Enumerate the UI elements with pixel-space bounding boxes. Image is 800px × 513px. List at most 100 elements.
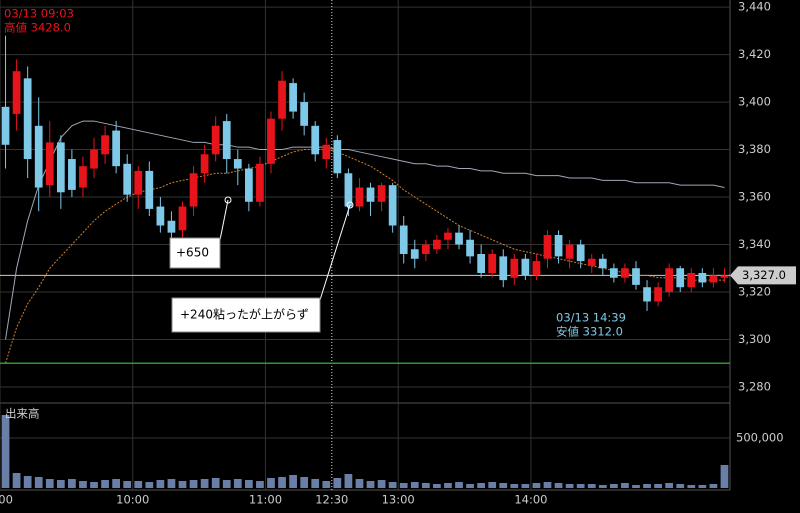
grid xyxy=(0,0,730,490)
candle-body xyxy=(421,244,430,255)
candle-body xyxy=(355,187,364,207)
volume-bar xyxy=(654,484,662,488)
candle-body xyxy=(256,163,264,202)
candle-body xyxy=(278,80,286,119)
volume-bar xyxy=(576,484,585,488)
volume-bar xyxy=(609,484,618,488)
candle-body xyxy=(587,258,596,266)
candle-body xyxy=(444,232,452,240)
y-tick-label: 3,300 xyxy=(738,332,771,346)
volume-bar xyxy=(676,484,685,488)
note-pointer xyxy=(319,204,351,301)
high-note: 高値 3428.0 xyxy=(4,21,71,35)
x-tick-label: 13:00 xyxy=(382,493,415,507)
volume-bar xyxy=(510,484,519,488)
candle-body xyxy=(643,287,651,302)
volume-bar xyxy=(488,482,497,488)
candle-body xyxy=(399,225,408,255)
volume-bar xyxy=(587,484,596,488)
candle-body xyxy=(211,125,220,155)
volume-bar xyxy=(278,477,286,488)
candle-body xyxy=(68,159,76,190)
candle-body xyxy=(145,170,154,209)
volume-bar xyxy=(267,478,275,488)
volume-bar xyxy=(101,480,109,488)
volume-bar xyxy=(68,479,76,488)
volume-bar xyxy=(178,481,187,488)
candle-body xyxy=(79,166,87,188)
volume-bar xyxy=(466,484,474,488)
volume-bar xyxy=(709,484,718,488)
candle-body xyxy=(632,268,640,285)
x-tick-label: 14:00 xyxy=(514,493,547,507)
candle-body xyxy=(499,256,508,281)
volume-bar xyxy=(366,481,375,488)
candle-body xyxy=(477,254,486,273)
note-pointer xyxy=(219,199,229,241)
volume-bar xyxy=(720,465,729,488)
y-tick-label: 3,380 xyxy=(738,142,771,156)
candle-body xyxy=(333,140,342,174)
volume-bar xyxy=(79,481,87,488)
volume-bar xyxy=(421,483,430,488)
note: +240粘ったが上がらず xyxy=(180,307,309,322)
candle-body xyxy=(543,235,552,259)
candle-body xyxy=(1,106,10,145)
y-tick-label: 3,320 xyxy=(738,284,771,298)
candle-body xyxy=(123,163,132,195)
volume-bar xyxy=(499,483,508,488)
volume-bar xyxy=(344,474,353,488)
y-tick-label: 3,280 xyxy=(738,379,771,393)
candle-body xyxy=(521,258,530,276)
volume-bar xyxy=(355,479,364,488)
y-tick-label: 3,400 xyxy=(738,95,771,109)
marks xyxy=(1,35,729,488)
candle-body xyxy=(12,71,21,114)
volume-bar xyxy=(156,480,165,488)
price-tag-label: 3,327.0 xyxy=(742,268,786,282)
candle-body xyxy=(267,118,275,164)
candle-body xyxy=(156,206,165,226)
candle-body xyxy=(300,102,309,126)
candle-body xyxy=(576,244,585,262)
moving-average xyxy=(5,120,725,340)
candle-body xyxy=(687,272,696,288)
volume-bar xyxy=(444,483,452,488)
volume-bar xyxy=(433,484,441,488)
volume-bar xyxy=(621,483,629,488)
y-tick-label: 3,340 xyxy=(738,237,771,251)
volume-bar xyxy=(333,478,342,488)
candle-body xyxy=(344,173,353,207)
low-note: 03/13 14:39 xyxy=(556,311,626,325)
x-tick-label: 10:00 xyxy=(116,493,149,507)
volume-bar xyxy=(687,485,696,488)
candle-body xyxy=(34,125,43,188)
volume-bar xyxy=(532,483,541,488)
candle-body xyxy=(178,206,187,231)
note-box xyxy=(169,237,221,269)
candle-body xyxy=(565,244,574,259)
candle-body xyxy=(654,287,662,302)
y-tick-label: 3,360 xyxy=(738,190,771,204)
candle-body xyxy=(101,135,109,155)
volume-bar xyxy=(1,415,10,488)
x-tick-label: 11:00 xyxy=(249,493,282,507)
volume-bar xyxy=(643,484,651,488)
volume-bar xyxy=(598,485,607,488)
candle-body xyxy=(233,159,242,169)
volume-bar xyxy=(521,484,530,488)
volume-bar xyxy=(56,480,65,488)
volume-bar xyxy=(477,483,486,488)
candle-body xyxy=(410,249,419,259)
volume-bar xyxy=(410,482,419,488)
volume-bar xyxy=(455,482,463,488)
x-tick-label: 9:00 xyxy=(0,493,13,507)
volume-bar xyxy=(565,484,574,488)
volume-bar xyxy=(45,479,54,488)
candle-body xyxy=(720,275,729,278)
volume-bar xyxy=(554,483,563,488)
candle-body xyxy=(709,275,718,283)
